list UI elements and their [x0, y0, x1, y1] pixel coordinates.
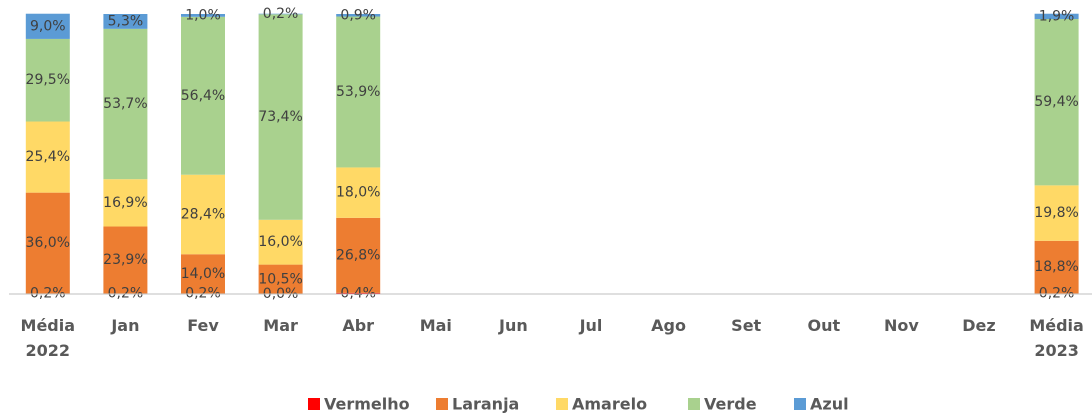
legend-label: Amarelo: [572, 395, 647, 414]
x-tick-label: Jan: [111, 316, 140, 335]
data-label: 53,9%: [336, 84, 380, 100]
bar-segment: [181, 14, 225, 17]
x-tick-label: Média 2023: [1029, 316, 1084, 360]
bar-segment: [181, 174, 225, 255]
bar-segment: [336, 16, 381, 168]
data-label: 59,4%: [1034, 94, 1078, 110]
bar-segment: [1034, 13, 1079, 20]
x-tick-label: Set: [731, 316, 762, 335]
x-tick-label: Out: [807, 316, 841, 335]
data-label: 25,4%: [26, 149, 70, 165]
legend-swatch: [556, 398, 568, 410]
data-label: 28,4%: [181, 206, 225, 222]
data-label: 18,0%: [336, 185, 380, 201]
legend-swatch: [688, 398, 700, 410]
legend-swatch: [794, 398, 806, 410]
legend-label: Laranja: [452, 395, 519, 414]
x-tick-label: Jul: [579, 316, 603, 335]
bar-segment: [1034, 19, 1079, 186]
data-label: 1,0%: [185, 7, 221, 23]
bar-segment: [336, 217, 381, 293]
x-tick-label: Ago: [651, 316, 686, 335]
legend-swatch: [436, 398, 448, 410]
bar-segment: [336, 14, 381, 17]
x-tick-label: Nov: [883, 316, 919, 335]
bar-segment: [1034, 240, 1079, 294]
x-tick-label: Mar: [263, 316, 298, 335]
bar-segment: [103, 14, 148, 29]
bar-segment: [103, 226, 148, 294]
legend-label: Vermelho: [324, 395, 410, 414]
bar-segment: [1034, 185, 1079, 241]
data-label: 19,8%: [1034, 205, 1078, 221]
bar-segment: [258, 264, 303, 294]
x-tick-label: Dez: [962, 316, 996, 335]
data-label: 9,0%: [30, 18, 66, 34]
data-label: 23,9%: [103, 252, 147, 268]
bar-segment: [103, 28, 148, 180]
legend-label: Verde: [704, 395, 757, 414]
bar-segment: [258, 219, 303, 265]
bar-segment: [25, 38, 70, 122]
data-label: 5,3%: [108, 13, 144, 29]
x-tick-label: Média 2022: [20, 316, 76, 360]
data-label: 0,4%: [340, 285, 376, 301]
data-label: 18,8%: [1034, 259, 1078, 275]
data-label: 14,0%: [181, 266, 225, 282]
data-label: 10,5%: [258, 271, 302, 287]
bar-segment: [25, 13, 70, 39]
x-tick-label: Fev: [187, 316, 219, 335]
bar-segment: [25, 121, 70, 193]
data-label: 1,9%: [1039, 8, 1075, 24]
data-label: 36,0%: [26, 235, 70, 251]
data-label: 56,4%: [181, 88, 225, 104]
data-label: 29,5%: [26, 72, 70, 88]
bar-segment: [336, 167, 381, 218]
data-label: 0,9%: [340, 7, 376, 23]
data-label: 53,7%: [103, 96, 147, 112]
legend-label: Azul: [810, 395, 849, 414]
data-label: 26,8%: [336, 247, 380, 263]
bar-segment: [336, 292, 381, 294]
x-tick-label: Mai: [419, 316, 452, 335]
bar-segment: [181, 16, 225, 175]
bar-segment: [103, 179, 148, 227]
x-tick-label: Abr: [342, 316, 375, 335]
legend-swatch: [308, 398, 320, 410]
bar-segment: [181, 254, 225, 294]
bar-segment: [258, 14, 303, 220]
bar-segment: [25, 192, 70, 294]
data-label: 73,4%: [258, 109, 302, 125]
x-tick-label: Jun: [499, 316, 528, 335]
data-label: 16,9%: [103, 195, 147, 211]
data-label: 0,2%: [263, 6, 299, 22]
bar-segment: [258, 13, 303, 15]
data-label: 16,0%: [258, 234, 302, 250]
